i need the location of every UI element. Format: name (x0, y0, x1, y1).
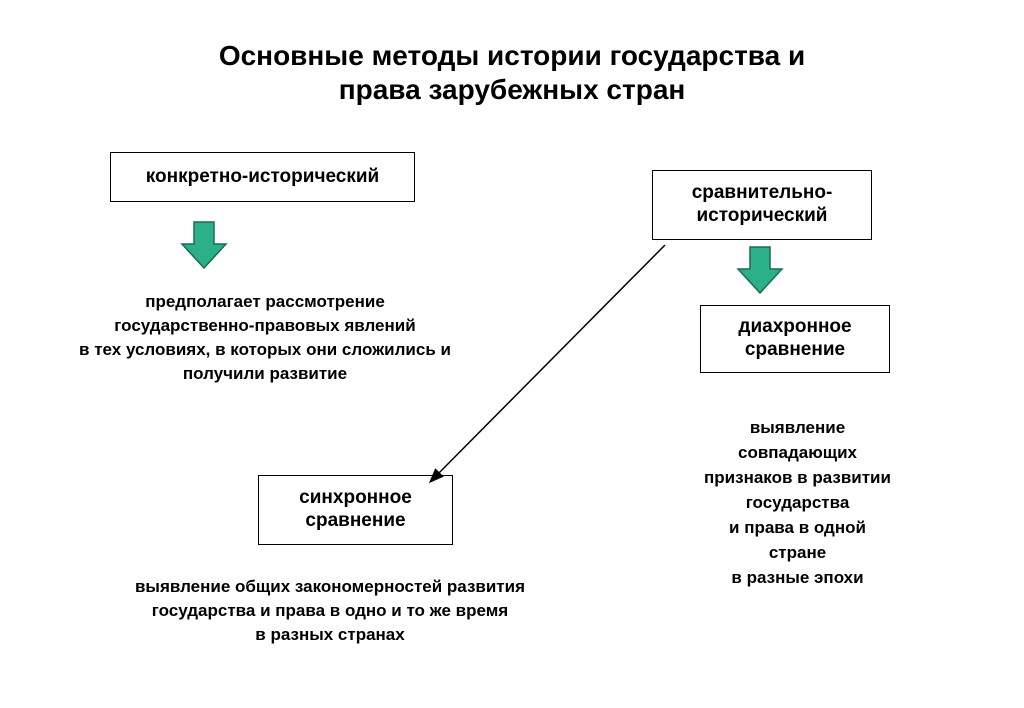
desc-diachronic-l2: совпадающих (680, 440, 915, 465)
desc-diachronic-l4: государства (680, 490, 915, 515)
desc-concrete-l3: в тех условиях, в которых они сложились … (40, 338, 490, 362)
block-arrow-icon-2 (738, 247, 782, 293)
desc-synchronic-l3: в разных странах (60, 623, 600, 647)
box-diachronic-label1: диахронное (738, 316, 851, 339)
box-concrete-historical: конкретно-исторический (110, 152, 415, 202)
desc-diachronic-l1: выявление (680, 415, 915, 440)
box-diachronic: диахронное сравнение (700, 305, 890, 373)
desc-synchronic: выявление общих закономерностей развития… (60, 575, 600, 647)
desc-diachronic-l7: в разные эпохи (680, 565, 915, 590)
box-synchronic-label2: сравнение (305, 510, 405, 533)
box-comparative-historical: сравнительно- исторический (652, 170, 872, 240)
box-diachronic-label2: сравнение (745, 339, 845, 362)
desc-concrete-l2: государственно-правовых явлений (40, 314, 490, 338)
page-title-line1: Основные методы истории государства и (0, 40, 1024, 72)
box-synchronic: синхронное сравнение (258, 475, 453, 545)
desc-synchronic-l2: государства и права в одно и то же время (60, 599, 600, 623)
box-comparative-label2: исторический (697, 205, 828, 228)
desc-concrete: предполагает рассмотрение государственно… (40, 290, 490, 386)
page-title-line2: права зарубежных стран (0, 74, 1024, 106)
desc-diachronic-l5: и права в одной (680, 515, 915, 540)
desc-diachronic-l6: стране (680, 540, 915, 565)
block-arrow-icon-1 (182, 222, 226, 268)
box-synchronic-label1: синхронное (299, 487, 412, 510)
diagram-canvas: Основные методы истории государства и пр… (0, 0, 1024, 708)
desc-concrete-l1: предполагает рассмотрение (40, 290, 490, 314)
desc-concrete-l4: получили развитие (40, 362, 490, 386)
box-comparative-label1: сравнительно- (692, 182, 833, 205)
desc-diachronic-l3: признаков в развитии (680, 465, 915, 490)
desc-synchronic-l1: выявление общих закономерностей развития (60, 575, 600, 599)
box-concrete-label: конкретно-исторический (146, 166, 379, 188)
desc-diachronic: выявление совпадающих признаков в развит… (680, 415, 915, 590)
